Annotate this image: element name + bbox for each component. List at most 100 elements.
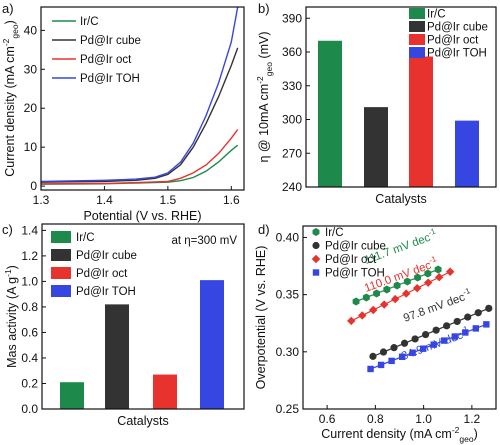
fit-line bbox=[350, 271, 451, 322]
y-tick-label: 1.4 bbox=[21, 223, 38, 237]
data-point bbox=[441, 337, 448, 344]
y-axis-label-sup: -2 bbox=[255, 76, 265, 84]
legend-label: Ir/C bbox=[427, 9, 446, 21]
data-point bbox=[474, 309, 482, 317]
x-axis-label-sup: -2 bbox=[452, 425, 460, 435]
x-axis-label: Catalysts bbox=[375, 192, 426, 206]
legend-label: Pd@Ir oct bbox=[80, 54, 132, 66]
data-point bbox=[403, 277, 411, 286]
data-point bbox=[393, 281, 401, 290]
legend-label: Ir/C bbox=[76, 232, 95, 244]
bar bbox=[318, 40, 342, 187]
bar bbox=[200, 280, 224, 409]
legend-marker bbox=[311, 254, 321, 264]
legend-marker bbox=[312, 241, 320, 250]
y-axis-label-sup: -2 bbox=[1, 38, 11, 46]
y-tick-label: 270 bbox=[282, 146, 302, 160]
panel-a: a) 1.3 1.4 1.5 1.6 0 10 20 30 40 Potential (V vs. … bbox=[1, 1, 240, 223]
y-axis-label-main: Current density (mA cm bbox=[3, 46, 17, 177]
legend-label: Pd@Ir oct bbox=[76, 268, 128, 280]
y-tick-label: 0.2 bbox=[21, 376, 38, 390]
y-tick-label: 330 bbox=[282, 79, 302, 93]
data-point bbox=[398, 353, 406, 361]
data-point bbox=[434, 273, 444, 282]
legend-label: Pd@Ir oct bbox=[325, 254, 377, 266]
legend-swatch bbox=[409, 8, 425, 19]
legend-marker bbox=[312, 228, 320, 236]
y-tick-label: 40 bbox=[24, 23, 38, 37]
x-tick-label: 1.3 bbox=[33, 193, 50, 207]
data-point bbox=[419, 345, 427, 352]
bar bbox=[364, 107, 388, 187]
y-axis-label-sub: geo bbox=[10, 24, 20, 38]
y-tick-label: 1.2 bbox=[21, 249, 38, 263]
legend-label: Pd@Ir oct bbox=[427, 35, 479, 47]
legend-label: Pd@Ir TOH bbox=[325, 268, 385, 280]
legend-label: Pd@Ir cube bbox=[76, 250, 137, 262]
data-point bbox=[358, 311, 367, 320]
y-axis-label-end: ) bbox=[5, 265, 19, 269]
x-tick-label: 1.4 bbox=[96, 193, 113, 207]
panel-c: c) 0.0 0.2 0.4 0.6 0.8 1.0 1.2 1.4 Catalysts Mas a… bbox=[2, 222, 237, 428]
legend-label: Pd@Ir cube bbox=[427, 22, 488, 34]
data-point bbox=[352, 297, 360, 306]
panel-a-frame bbox=[40, 6, 245, 191]
panel-d-frame bbox=[302, 225, 497, 410]
data-point bbox=[411, 335, 419, 343]
panel-d-label: d) bbox=[258, 222, 270, 237]
y-tick-label: 0.6 bbox=[21, 325, 38, 339]
data-point bbox=[362, 293, 370, 302]
panel-b-label: b) bbox=[258, 1, 270, 16]
x-tick-label: 1.2 bbox=[464, 412, 481, 426]
y-tick-label: 0.0 bbox=[21, 402, 38, 416]
y-tick-label: 0.25 bbox=[276, 402, 300, 416]
legend-swatch bbox=[51, 285, 71, 297]
y-tick-label: 0.35 bbox=[276, 288, 300, 302]
x-axis-label: Potential (V vs. RHE) bbox=[83, 209, 201, 223]
y-tick-label: 0.30 bbox=[276, 345, 300, 359]
data-point bbox=[464, 313, 472, 321]
legend-swatch bbox=[51, 267, 71, 279]
data-point bbox=[453, 317, 461, 326]
y-tick-label: 360 bbox=[282, 45, 302, 59]
panel-c-frame bbox=[41, 223, 245, 410]
data-point bbox=[414, 273, 422, 282]
bar bbox=[105, 304, 129, 409]
y-axis-label-sup: -1 bbox=[3, 269, 13, 277]
data-point bbox=[390, 344, 398, 352]
y-axis-label-main: η @ 10mA cm bbox=[257, 84, 271, 163]
legend-swatch bbox=[409, 34, 425, 45]
data-point bbox=[432, 326, 440, 334]
legend-label: Ir/C bbox=[325, 227, 344, 239]
legend-label: Pd@Ir TOH bbox=[76, 286, 136, 298]
y-axis-label-sub: geo bbox=[264, 62, 274, 76]
data-point bbox=[412, 283, 422, 293]
series-line bbox=[40, 47, 239, 183]
y-tick-label: 0.40 bbox=[276, 230, 300, 244]
bar bbox=[455, 120, 479, 187]
x-tick-label: 0.8 bbox=[367, 412, 384, 426]
legend-swatch bbox=[409, 47, 425, 58]
data-point bbox=[377, 361, 385, 369]
y-axis-label: η @ 10mA cm-2geo (mV) bbox=[255, 32, 274, 163]
y-tick-label: 0.8 bbox=[21, 300, 38, 314]
y-axis-label-main: Overpotential (V vs. RHE) bbox=[254, 246, 268, 390]
y-axis-label: Overpotential (V vs. RHE) bbox=[254, 246, 268, 390]
data-point bbox=[472, 325, 480, 332]
x-axis-label: Current density (mA cm-2geo) bbox=[321, 425, 478, 444]
y-tick-label: 300 bbox=[282, 113, 302, 127]
data-point bbox=[483, 321, 490, 328]
slope-label-sup: -1 bbox=[462, 286, 472, 297]
y-axis-label: Mas activity (A g-1) bbox=[3, 265, 19, 368]
panel-b: b) 240 270 300 330 360 390 Catalysts η @ 10mA cm… bbox=[255, 1, 488, 206]
data-point bbox=[423, 278, 433, 287]
data-point bbox=[400, 339, 409, 347]
x-tick-label: 1.6 bbox=[223, 193, 240, 207]
slope-label-sup: -1 bbox=[460, 324, 470, 335]
bar bbox=[60, 382, 84, 409]
x-axis-label: Catalysts bbox=[117, 414, 168, 428]
x-axis-label-end: ) bbox=[474, 427, 478, 441]
series-line bbox=[40, 129, 239, 185]
y-tick-label: 0.4 bbox=[21, 351, 38, 365]
data-point bbox=[369, 352, 377, 360]
